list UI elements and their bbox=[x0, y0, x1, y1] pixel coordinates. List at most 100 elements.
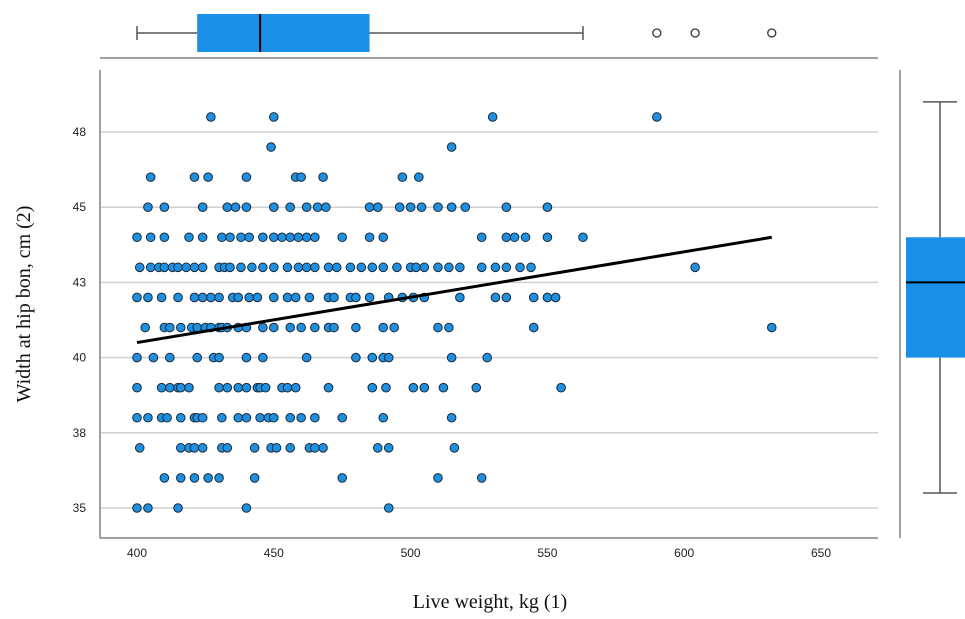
data-point bbox=[323, 382, 334, 393]
data-point bbox=[310, 232, 320, 243]
data-point bbox=[159, 262, 170, 273]
data-point bbox=[269, 112, 279, 122]
data-point bbox=[184, 232, 194, 243]
x-boxplot bbox=[136, 14, 777, 52]
data-point bbox=[285, 412, 296, 423]
data-point bbox=[323, 262, 334, 273]
data-point bbox=[197, 292, 208, 303]
data-point bbox=[296, 412, 306, 423]
data-point bbox=[329, 322, 339, 333]
data-point bbox=[175, 443, 186, 453]
data-point bbox=[378, 322, 389, 333]
data-point bbox=[446, 412, 457, 423]
data-point bbox=[249, 443, 260, 453]
data-point bbox=[197, 202, 208, 212]
plot-area: 400 450 500 550 600 650 35 38 40 43 45 48 bbox=[73, 70, 878, 560]
data-point bbox=[397, 172, 408, 182]
data-point bbox=[225, 232, 235, 243]
x-outlier-point bbox=[652, 28, 662, 38]
y-tick-label: 45 bbox=[73, 200, 87, 214]
data-point bbox=[214, 292, 224, 303]
y-axis-title: Width at hip bon, cm (2) bbox=[13, 206, 35, 403]
data-point bbox=[389, 322, 399, 333]
data-point bbox=[394, 202, 405, 212]
data-point bbox=[318, 443, 328, 453]
data-point bbox=[189, 473, 200, 483]
data-point bbox=[197, 443, 208, 453]
data-point bbox=[143, 503, 153, 513]
data-point bbox=[444, 262, 454, 273]
data-point bbox=[241, 503, 252, 513]
data-point bbox=[351, 292, 361, 303]
data-point bbox=[690, 262, 700, 273]
data-point bbox=[189, 172, 200, 182]
gridlines bbox=[100, 131, 878, 509]
data-point bbox=[162, 412, 172, 423]
data-point bbox=[277, 232, 287, 243]
data-point bbox=[310, 262, 320, 273]
x-outlier-point bbox=[690, 28, 700, 38]
data-point bbox=[419, 382, 430, 393]
data-point bbox=[241, 172, 252, 182]
data-point bbox=[528, 292, 539, 303]
data-point bbox=[501, 292, 512, 303]
data-point bbox=[233, 412, 244, 423]
data-point bbox=[310, 412, 320, 423]
data-point bbox=[367, 262, 378, 273]
x-tick-label: 550 bbox=[537, 546, 557, 560]
data-point bbox=[258, 352, 268, 363]
data-point bbox=[416, 202, 427, 212]
data-point bbox=[159, 232, 170, 243]
data-point bbox=[203, 172, 213, 182]
data-point bbox=[528, 322, 539, 333]
data-point bbox=[189, 292, 200, 303]
data-point bbox=[356, 262, 367, 273]
data-point bbox=[419, 262, 430, 273]
data-point bbox=[241, 352, 252, 363]
data-point bbox=[378, 262, 389, 273]
data-point bbox=[476, 262, 487, 273]
data-point bbox=[266, 142, 276, 152]
data-point bbox=[165, 322, 175, 333]
data-point bbox=[269, 412, 279, 423]
data-point bbox=[143, 292, 153, 303]
data-point bbox=[318, 172, 328, 182]
data-point bbox=[329, 292, 339, 303]
data-point bbox=[652, 112, 662, 122]
data-point bbox=[134, 262, 145, 273]
data-point bbox=[378, 232, 389, 243]
data-point bbox=[241, 202, 252, 212]
data-point bbox=[337, 473, 348, 483]
x-marginal-boxplot bbox=[100, 14, 878, 59]
data-point bbox=[490, 292, 501, 303]
data-point bbox=[501, 232, 512, 243]
data-point bbox=[449, 443, 460, 453]
data-point bbox=[148, 352, 159, 363]
data-point bbox=[526, 262, 536, 273]
data-point bbox=[446, 142, 457, 152]
data-point bbox=[476, 473, 487, 483]
data-point bbox=[578, 232, 588, 243]
data-point bbox=[247, 262, 257, 273]
data-point bbox=[501, 262, 512, 273]
data-point bbox=[192, 352, 202, 363]
data-point bbox=[156, 382, 167, 393]
data-point bbox=[181, 262, 192, 273]
data-point bbox=[411, 262, 421, 273]
data-point bbox=[189, 443, 200, 453]
data-point bbox=[214, 352, 224, 363]
data-point bbox=[556, 382, 566, 393]
data-point bbox=[351, 352, 361, 363]
data-point bbox=[364, 292, 375, 303]
fit-line bbox=[136, 235, 772, 345]
data-point bbox=[269, 202, 279, 212]
data-point bbox=[438, 382, 449, 393]
y-tick-label: 40 bbox=[73, 351, 87, 365]
data-point bbox=[293, 232, 304, 243]
data-point bbox=[203, 473, 213, 483]
data-point bbox=[301, 202, 312, 212]
data-point bbox=[225, 262, 235, 273]
data-point bbox=[285, 322, 296, 333]
data-point bbox=[446, 352, 457, 363]
y-tick-labels: 35 38 40 43 45 48 bbox=[73, 125, 87, 515]
